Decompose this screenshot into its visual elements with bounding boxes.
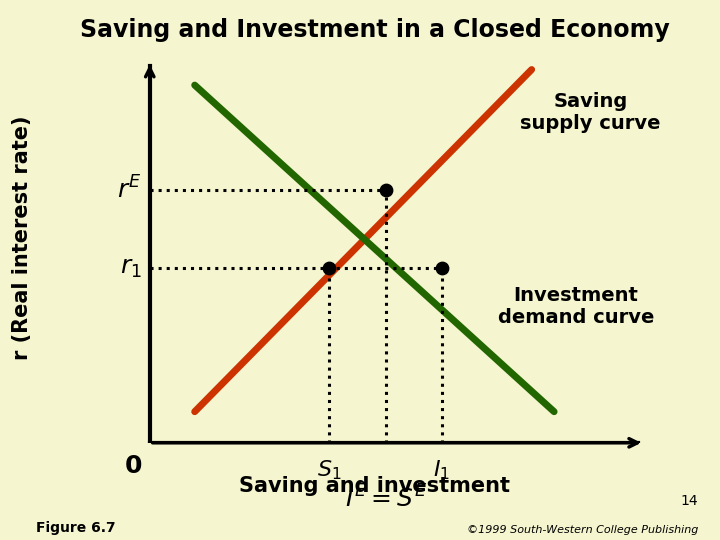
Text: Investment
demand curve: Investment demand curve	[498, 286, 654, 327]
Text: $\mathbf{0}$: $\mathbf{0}$	[124, 455, 142, 478]
Point	[436, 264, 448, 272]
Point	[380, 186, 392, 194]
Text: r (Real interest rate): r (Real interest rate)	[12, 116, 32, 360]
Text: Figure 6.7: Figure 6.7	[36, 521, 116, 535]
Text: $r_1$: $r_1$	[120, 256, 141, 280]
Point	[324, 264, 336, 272]
Text: $I^E = S^E$: $I^E = S^E$	[345, 485, 427, 513]
Text: $S_1$: $S_1$	[318, 458, 342, 482]
Text: Saving
supply curve: Saving supply curve	[521, 92, 661, 133]
Text: $r^E$: $r^E$	[117, 177, 141, 204]
Text: Saving and investment: Saving and investment	[239, 476, 510, 496]
Text: $I_1$: $I_1$	[433, 458, 450, 482]
Text: Saving and Investment in a Closed Economy: Saving and Investment in a Closed Econom…	[79, 18, 670, 42]
Text: ©1999 South-Western College Publishing: ©1999 South-Western College Publishing	[467, 524, 698, 535]
Text: 14: 14	[681, 494, 698, 508]
